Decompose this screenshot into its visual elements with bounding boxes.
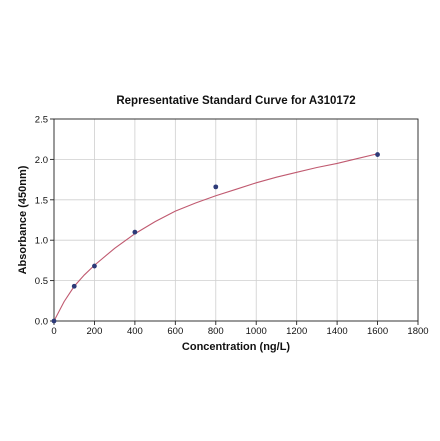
x-tick-label: 1200 xyxy=(286,326,307,337)
x-tick-label: 600 xyxy=(167,326,183,337)
data-point xyxy=(132,229,138,235)
data-point xyxy=(71,283,77,289)
y-tick-label: 2.0 xyxy=(35,155,48,166)
x-tick-label: 200 xyxy=(87,326,103,337)
y-tick-label: 2.5 xyxy=(35,115,48,126)
y-tick-label: 1.5 xyxy=(35,195,48,206)
data-points xyxy=(51,152,380,324)
x-tick-label: 1600 xyxy=(367,326,388,337)
data-point xyxy=(92,263,97,269)
x-axis-label: Concentration (ng/L) xyxy=(182,341,290,353)
y-tick-label: 1.0 xyxy=(35,236,48,247)
grid-layer xyxy=(53,118,419,322)
data-point xyxy=(51,318,57,324)
data-point xyxy=(213,184,219,190)
tick-layer: 0 200 400 600 800 1000 1200 1400 1600 1800 0.0 0.5 1… xyxy=(35,115,429,338)
x-tick-label: 1800 xyxy=(407,326,428,337)
chart-title: Representative Standard Curve for A31017… xyxy=(116,95,355,107)
x-tick-label: 0 xyxy=(51,326,56,337)
y-tick-label: 0.0 xyxy=(35,317,48,328)
x-tick-label: 1400 xyxy=(327,326,348,337)
data-point xyxy=(375,152,380,157)
y-tick-label: 0.5 xyxy=(35,276,48,287)
x-tick-label: 400 xyxy=(127,326,143,337)
plot-frame xyxy=(53,118,419,322)
x-tick-label: 800 xyxy=(208,326,224,337)
y-axis-label: Absorbance (450nm) xyxy=(17,165,29,274)
x-tick-label: 1000 xyxy=(246,326,267,337)
fit-curve xyxy=(53,153,378,322)
